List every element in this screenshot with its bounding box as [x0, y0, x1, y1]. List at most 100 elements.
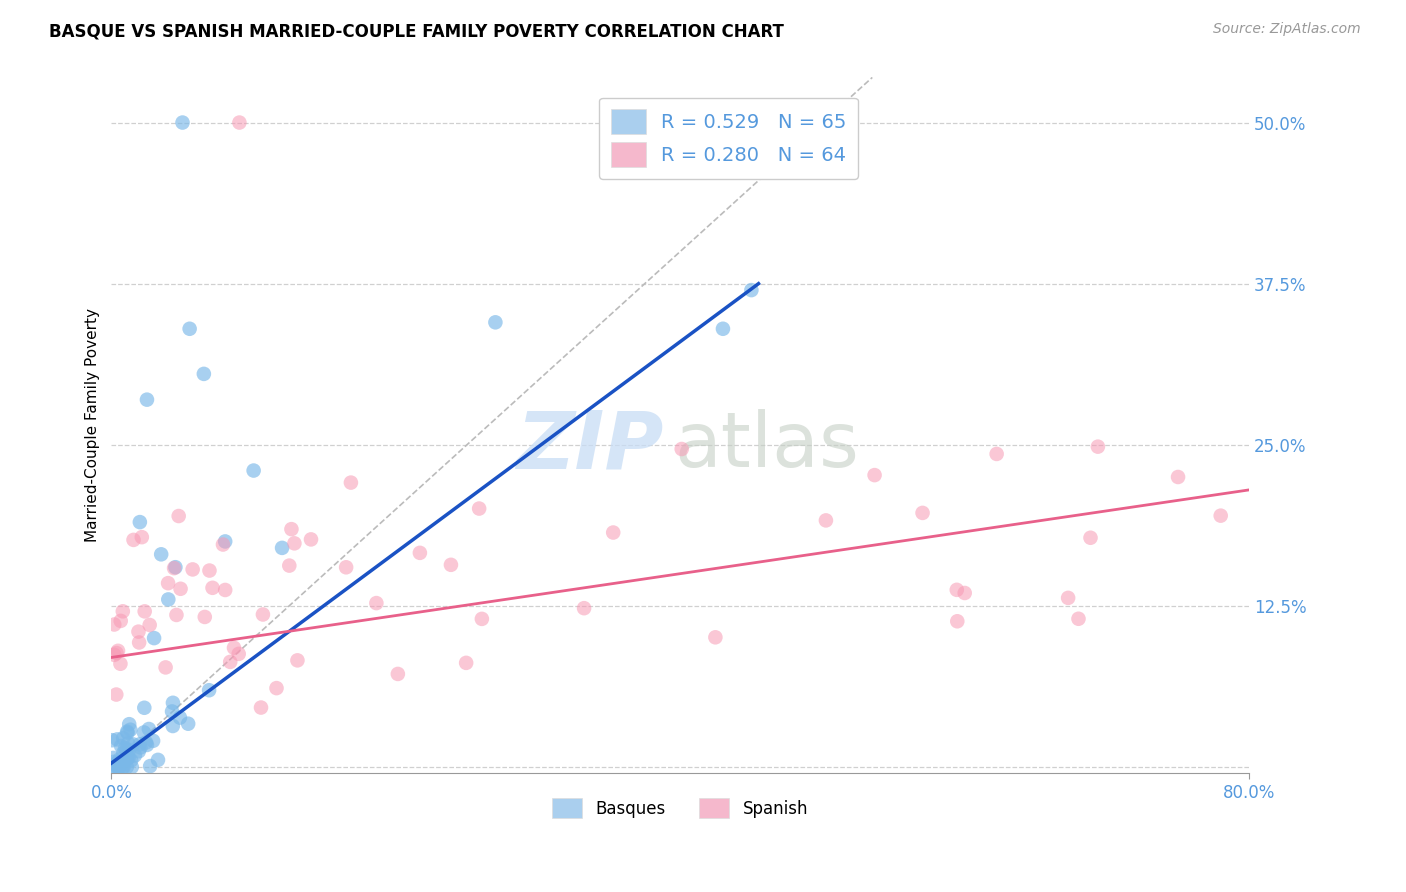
Point — [111, 604, 134, 618]
Point — [134, 700, 156, 714]
Point — [138, 618, 160, 632]
Point — [121, 760, 143, 774]
Point — [105, 646, 128, 660]
Point — [155, 660, 177, 674]
Point — [814, 513, 837, 527]
Point — [107, 644, 129, 658]
Point — [986, 447, 1008, 461]
Point — [179, 322, 201, 336]
Point — [101, 751, 124, 765]
Point — [456, 656, 478, 670]
Point — [138, 722, 160, 736]
Point — [228, 647, 250, 661]
Point — [105, 732, 128, 747]
Point — [280, 522, 302, 536]
Point — [136, 392, 159, 407]
Point — [252, 607, 274, 622]
Point — [387, 667, 409, 681]
Point — [128, 737, 150, 751]
Point — [128, 515, 150, 529]
Point — [110, 614, 132, 628]
Text: atlas: atlas — [675, 409, 859, 483]
Point — [134, 604, 156, 618]
Point — [118, 743, 141, 757]
Point — [128, 744, 150, 758]
Point — [169, 710, 191, 724]
Point — [108, 760, 131, 774]
Point — [160, 705, 183, 719]
Point — [468, 501, 491, 516]
Point — [136, 738, 159, 752]
Point — [278, 558, 301, 573]
Point — [222, 640, 245, 655]
Point — [146, 753, 169, 767]
Point — [118, 750, 141, 764]
Point — [118, 717, 141, 731]
Point — [150, 547, 173, 561]
Point — [105, 756, 128, 771]
Point — [740, 283, 762, 297]
Point — [117, 736, 139, 750]
Point — [112, 754, 135, 768]
Point — [124, 748, 146, 763]
Point — [1167, 470, 1189, 484]
Point — [299, 533, 322, 547]
Point — [143, 631, 166, 645]
Point — [214, 534, 236, 549]
Point — [110, 657, 132, 671]
Point — [142, 733, 165, 747]
Point — [120, 723, 142, 737]
Point — [484, 315, 506, 329]
Point — [169, 582, 191, 596]
Point — [671, 442, 693, 456]
Point — [1209, 508, 1232, 523]
Point — [946, 582, 969, 597]
Text: Source: ZipAtlas.com: Source: ZipAtlas.com — [1213, 22, 1361, 37]
Point — [108, 752, 131, 766]
Point — [131, 530, 153, 544]
Point — [572, 601, 595, 615]
Point — [114, 741, 136, 756]
Point — [103, 760, 125, 774]
Point — [335, 560, 357, 574]
Point — [105, 688, 128, 702]
Point — [166, 607, 188, 622]
Point — [107, 760, 129, 774]
Point — [198, 564, 221, 578]
Point — [212, 537, 235, 551]
Point — [911, 506, 934, 520]
Point — [242, 464, 264, 478]
Point — [250, 700, 273, 714]
Point — [165, 560, 187, 574]
Point — [863, 468, 886, 483]
Point — [104, 760, 127, 774]
Point — [271, 541, 294, 555]
Point — [283, 536, 305, 550]
Text: ZIP: ZIP — [516, 408, 664, 485]
Point — [194, 610, 217, 624]
Point — [112, 760, 135, 774]
Point — [287, 653, 309, 667]
Point — [122, 533, 145, 547]
Point — [1087, 440, 1109, 454]
Point — [172, 115, 194, 129]
Text: BASQUE VS SPANISH MARRIED-COUPLE FAMILY POVERTY CORRELATION CHART: BASQUE VS SPANISH MARRIED-COUPLE FAMILY … — [49, 22, 785, 40]
Point — [112, 731, 135, 745]
Point — [103, 755, 125, 769]
Point — [409, 546, 432, 560]
Point — [440, 558, 463, 572]
Point — [132, 725, 155, 739]
Point — [1067, 612, 1090, 626]
Point — [340, 475, 363, 490]
Point — [129, 740, 152, 755]
Point — [115, 760, 138, 774]
Point — [139, 759, 162, 773]
Point — [157, 592, 180, 607]
Point — [122, 738, 145, 752]
Point — [110, 739, 132, 753]
Point — [103, 648, 125, 662]
Point — [219, 655, 242, 669]
Point — [228, 115, 250, 129]
Point — [163, 561, 186, 575]
Y-axis label: Married-Couple Family Poverty: Married-Couple Family Poverty — [86, 309, 100, 542]
